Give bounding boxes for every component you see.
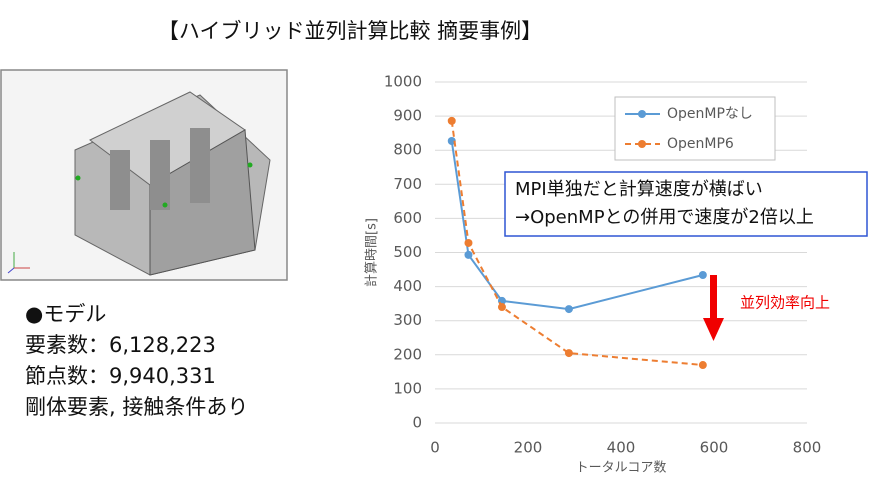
x-tick-label: 200 (514, 439, 543, 457)
y-tick-label: 500 (393, 243, 422, 261)
y-tick-label: 200 (393, 345, 422, 363)
model-line: 剛体要素, 接触条件あり (25, 395, 248, 419)
data-point (464, 250, 473, 259)
data-point (698, 271, 707, 280)
data-point (447, 116, 456, 125)
legend-marker (638, 140, 646, 148)
legend-box (614, 96, 776, 161)
annotation-text: 並列効率向上 (740, 294, 830, 312)
model-image (0, 69, 288, 281)
legend-label: OpenMP6 (667, 136, 734, 152)
data-point (497, 303, 506, 312)
y-tick-label: 700 (393, 175, 422, 193)
y-tick-label: 800 (393, 141, 422, 159)
model-line: 要素数：6,128,223 (25, 333, 216, 357)
model-line: 節点数：9,940,331 (25, 364, 216, 388)
data-point (564, 349, 573, 358)
annotation-text: MPI単独だと計算速度が横ばい (515, 179, 763, 200)
data-point (564, 305, 573, 314)
y-tick-label: 100 (393, 379, 422, 397)
annotation-box (504, 171, 868, 237)
data-point (447, 136, 456, 145)
x-axis-label: トータルコア数 (576, 461, 667, 476)
y-tick-label: 900 (393, 107, 422, 125)
y-axis-label: 計算時間[s] (364, 218, 380, 287)
y-tick-label: 0 (412, 414, 422, 432)
y-tick-label: 400 (393, 277, 422, 295)
data-point (464, 238, 473, 247)
y-tick-label: 300 (393, 311, 422, 329)
x-tick-label: 400 (607, 439, 636, 457)
legend-label: OpenMPなし (667, 106, 753, 122)
legend-marker (638, 110, 646, 118)
data-point (698, 361, 707, 370)
arrow-shaft (710, 275, 717, 320)
slide-title: 【ハイブリッド並列計算比較 摘要事例】 (158, 19, 542, 43)
chart: 0 100 200 300 400 500 600 700 800 900 1000 0 200 400 6… (364, 73, 868, 476)
model-line: ●モデル (25, 302, 106, 326)
arrow-head (703, 318, 724, 341)
y-tick-label: 600 (393, 209, 422, 227)
x-tick-label: 0 (430, 439, 440, 457)
x-tick-label: 800 (793, 439, 822, 457)
annotation-text: →OpenMPとの併用で速度が2倍以上 (515, 207, 814, 228)
y-tick-label: 1000 (384, 73, 422, 91)
x-tick-label: 600 (700, 439, 729, 457)
